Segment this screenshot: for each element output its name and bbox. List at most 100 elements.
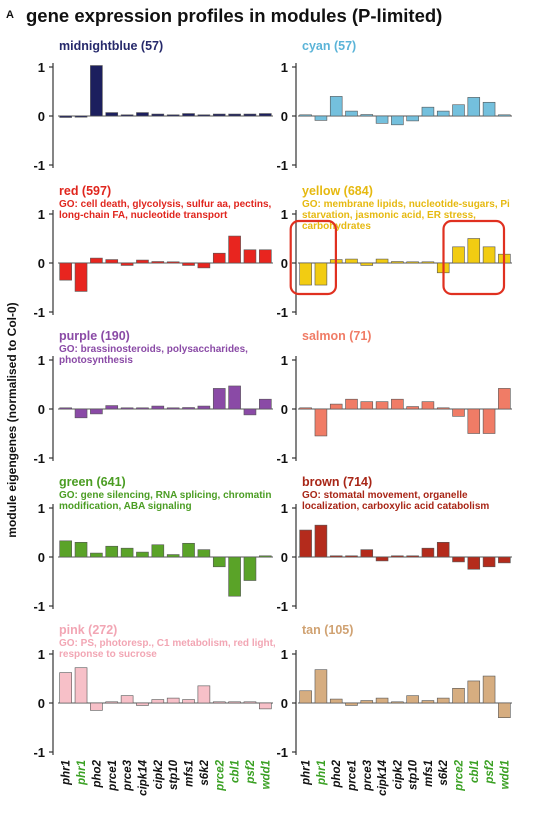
bar-stp10: [406, 555, 419, 558]
panel-tan: tan (105) 1 0 -1: [276, 623, 512, 760]
bar-prce3: [360, 549, 374, 558]
bar-wdd1: [259, 555, 272, 558]
panel-title: green (641): [59, 475, 126, 489]
panel-title: salmon (71): [302, 329, 371, 343]
bar-stp10: [406, 406, 419, 410]
figure-title: gene expression profiles in modules (P-l…: [26, 5, 442, 26]
bar-phr1: [74, 408, 88, 419]
y-tick-label: -1: [33, 599, 45, 614]
bar-phr1: [59, 540, 72, 558]
panel-go-line: GO: PS, photoresp., C1 metabolism, red l…: [59, 638, 276, 649]
bar-mfs1: [421, 547, 435, 558]
y-tick-label: 0: [281, 402, 288, 417]
gene-label-cipk14: cipk14: [377, 759, 389, 795]
bar-mfs1: [182, 542, 195, 558]
bar-stp10: [406, 115, 419, 122]
bar-cbl1: [467, 680, 481, 704]
bar-prce2: [452, 556, 465, 563]
y-tick-label: -1: [33, 451, 45, 466]
bar-prce2: [452, 104, 465, 117]
bar-phr1: [59, 672, 72, 704]
bar-phr1: [299, 690, 312, 704]
bar-cipk14: [375, 401, 389, 410]
gene-label-psf2: psf2: [484, 759, 496, 784]
gene-label-prce2: prce2: [214, 759, 226, 791]
bar-prce2: [452, 246, 465, 264]
bar-mfs1: [182, 699, 195, 704]
bar-pho2: [329, 555, 343, 558]
gene-label-group: phr1 phr1 pho2 prce1 prce3 cipk14 cipk2 stp10 mf…: [61, 759, 512, 795]
bar-s6k2: [436, 110, 450, 117]
bar-phr1: [299, 407, 312, 410]
panel-midnightblue: midnightblue (57) 1 0 -1: [33, 39, 273, 173]
bar-prce1: [105, 405, 119, 410]
panel-purple: purple (190)GO: brassinosteroids, polysa…: [33, 329, 273, 466]
y-tick-label: -1: [276, 599, 288, 614]
panel-go-line: starvation, jasmonic acid, ER stress,: [302, 210, 476, 221]
gene-label-phr1: phr1: [61, 760, 73, 786]
y-tick-label: 1: [38, 647, 45, 662]
y-tick-label: 0: [281, 550, 288, 565]
bar-cbl1: [228, 556, 241, 597]
bar-mfs1: [182, 113, 195, 117]
bar-pho2: [90, 65, 103, 117]
gene-label-cbl1: cbl1: [469, 760, 481, 783]
bar-phr1: [59, 115, 72, 118]
bar-psf2: [482, 246, 496, 264]
bar-prce3: [360, 401, 374, 410]
gene-label-stp10: stp10: [408, 759, 420, 790]
bar-pho2: [329, 96, 343, 117]
panel-brown: brown (714)GO: stomatal movement, organe…: [276, 475, 512, 614]
bar-wdd1: [498, 114, 511, 117]
bar-prce3: [120, 695, 134, 704]
bar-prce1: [345, 110, 358, 117]
bar-prce2: [212, 252, 226, 264]
bar-wdd1: [498, 388, 511, 410]
bar-cipk14: [375, 115, 389, 124]
panel-go-line: GO: membrane lipids, nucleotide-sugars, …: [302, 199, 510, 210]
bar-prce3: [360, 700, 374, 704]
panel-go-line: long-chain FA, nucleotide transport: [59, 210, 228, 221]
bar-mfs1: [421, 401, 435, 410]
bar-cbl1: [228, 235, 241, 264]
bar-phr1: [314, 408, 328, 437]
bar-cbl1: [228, 385, 241, 410]
bar-cbl1: [467, 408, 481, 434]
bar-stp10: [166, 554, 180, 558]
gene-label-cipk2: cipk2: [392, 759, 404, 789]
panel-go-line: GO: gene silencing, RNA splicing, chroma…: [59, 490, 271, 501]
gene-label-mfs1: mfs1: [184, 760, 196, 787]
y-tick-label: -1: [276, 451, 288, 466]
panel-go-line: localization, carboxylic acid catabolism: [302, 501, 489, 512]
bar-pho2: [90, 702, 103, 711]
gene-label-cbl1: cbl1: [230, 760, 242, 783]
bar-mfs1: [421, 261, 435, 264]
bar-wdd1: [259, 398, 272, 410]
gene-label-s6k2: s6k2: [438, 759, 450, 785]
bar-cbl1: [467, 97, 481, 117]
panel-go-line: GO: stomatal movement, organelle: [302, 490, 468, 501]
bar-wdd1: [259, 113, 272, 117]
gene-label-mfs1: mfs1: [423, 760, 435, 787]
y-tick-label: -1: [276, 158, 288, 173]
panel-letter: A: [6, 9, 14, 21]
bar-cipk2: [391, 261, 404, 264]
bar-prce3: [360, 262, 374, 266]
y-tick-label: 0: [38, 402, 45, 417]
y-tick-label: -1: [33, 745, 45, 760]
panel-go-line: photosynthesis: [59, 355, 133, 366]
y-tick-label: 1: [38, 353, 45, 368]
bar-phr1: [59, 262, 72, 281]
bar-pho2: [329, 403, 343, 410]
bar-s6k2: [436, 407, 450, 410]
gene-label-pho2: pho2: [331, 759, 343, 788]
gene-label-wdd1: wdd1: [260, 760, 272, 789]
bar-prce1: [105, 259, 119, 264]
bar-wdd1: [259, 702, 272, 710]
bar-prce3: [120, 262, 134, 266]
panel-title: cyan (57): [302, 39, 356, 53]
panel-go-line: GO: brassinosteroids, polysaccharides,: [59, 344, 248, 355]
y-tick-label: -1: [276, 745, 288, 760]
bar-pho2: [90, 408, 103, 415]
